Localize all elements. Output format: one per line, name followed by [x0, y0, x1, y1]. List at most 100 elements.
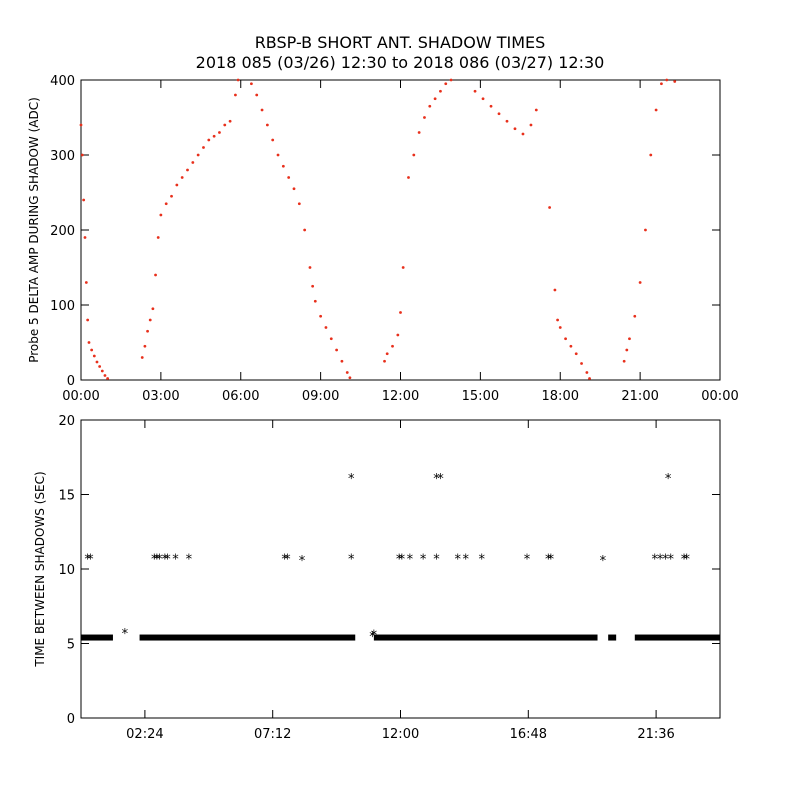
data-point [553, 288, 557, 292]
data-point: * [433, 472, 440, 487]
data-point: * [396, 553, 403, 568]
data-point [180, 176, 184, 179]
data-point [556, 318, 559, 322]
data-point: * [348, 472, 355, 487]
data-point [439, 89, 442, 93]
data-point [423, 116, 426, 119]
data-point: * [681, 553, 688, 568]
y-tick-label: 400 [50, 74, 75, 89]
data-point [313, 299, 317, 303]
baseline-segment [373, 634, 598, 641]
data-point [87, 341, 91, 344]
y-axis-label: Probe 5 DELTA AMP DURING SHADOW (ADC) [27, 97, 41, 363]
data-point [622, 359, 626, 363]
data-point [170, 194, 173, 198]
data-point [202, 146, 205, 149]
data-point [143, 344, 147, 348]
baseline-segment [139, 634, 356, 641]
data-point: * [662, 553, 669, 568]
data-point: * [371, 629, 378, 644]
data-point [548, 206, 551, 209]
data-point [228, 119, 232, 123]
data-point [412, 153, 416, 157]
data-point [534, 108, 538, 112]
bottom-panel: 02:24 07:12 12:00 16:48 21:36 0 5 10 15 20 TIME BE… [33, 414, 721, 742]
data-point: * [164, 553, 171, 568]
data-point [396, 333, 400, 337]
baseline-segment [634, 634, 720, 641]
data-point [513, 127, 517, 131]
data-point [644, 228, 647, 232]
baseline-segment [81, 634, 113, 641]
data-point: * [281, 553, 288, 568]
data-point: * [657, 553, 664, 568]
top-panel: 00:00 03:00 06:00 09:00 12:00 15:00 18:00 21:00… [27, 74, 739, 404]
data-point: * [433, 553, 440, 568]
data-point: * [369, 630, 376, 645]
data-point [329, 337, 333, 341]
data-point [79, 123, 83, 127]
data-point: * [87, 553, 94, 568]
data-point [140, 356, 144, 359]
data-point [340, 359, 344, 363]
data-point [92, 354, 96, 358]
data-point [497, 112, 501, 116]
data-point [292, 187, 296, 191]
data-point: * [162, 553, 169, 568]
data-point [260, 108, 264, 112]
data-point [665, 78, 669, 82]
data-point [407, 176, 410, 179]
data-point [335, 348, 338, 352]
data-point [159, 213, 163, 217]
x-tick-label: 21:00 [621, 389, 658, 404]
data-point [250, 82, 253, 86]
data-point [154, 273, 157, 277]
data-point [103, 374, 107, 377]
data-point [564, 337, 567, 341]
data-point: * [524, 553, 531, 568]
data-point: * [348, 553, 355, 568]
y-tick-label: 10 [58, 563, 75, 578]
data-point [196, 153, 200, 157]
x-tick-label: 16:48 [510, 727, 547, 742]
data-point [265, 123, 269, 127]
x-tick-label: 00:00 [62, 389, 99, 404]
data-point [175, 183, 179, 187]
x-tick-label: 06:00 [222, 389, 259, 404]
data-point [303, 228, 307, 232]
data-point [345, 371, 349, 374]
data-point [218, 131, 221, 134]
x-tick-label: 15:00 [462, 389, 499, 404]
data-point [481, 97, 485, 101]
y-axis-label: TIME BETWEEN SHADOWS (SEC) [33, 471, 47, 667]
data-point: * [478, 553, 485, 568]
y-tick-label: 20 [58, 414, 75, 429]
data-point [151, 307, 155, 311]
data-point [654, 108, 658, 112]
data-point: * [683, 553, 690, 568]
data-point: * [454, 553, 461, 568]
x-tick-label: 12:00 [382, 727, 419, 742]
x-tick-label: 03:00 [142, 389, 179, 404]
data-point [84, 281, 88, 284]
data-point: * [399, 553, 406, 568]
data-point: * [284, 553, 291, 568]
data-point: * [122, 627, 129, 642]
data-point [106, 377, 110, 380]
data-point [234, 93, 237, 97]
data-point [311, 284, 315, 288]
data-point [191, 161, 195, 164]
data-point [319, 314, 323, 318]
data-point [287, 176, 291, 179]
chart-title-line1: RBSP-B SHORT ANT. SHADOW TIMES [255, 33, 546, 52]
data-point: * [156, 553, 163, 568]
data-point [348, 376, 352, 380]
data-point [588, 377, 591, 380]
data-point: * [462, 553, 469, 568]
x-tick-label: 12:00 [382, 389, 419, 404]
y-tick-label: 200 [50, 224, 75, 239]
data-point [297, 202, 301, 206]
data-point [585, 371, 589, 374]
data-point [417, 131, 421, 134]
